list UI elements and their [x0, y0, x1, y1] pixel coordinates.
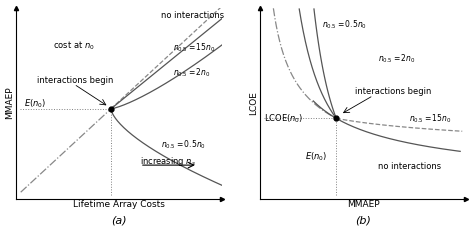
Text: cost at $n_0$: cost at $n_0$ — [53, 40, 95, 52]
Text: increasing $n_s$: increasing $n_s$ — [140, 155, 196, 168]
Text: interactions begin: interactions begin — [355, 87, 431, 96]
Text: $n_{0.5} = 0.5n_0$: $n_{0.5} = 0.5n_0$ — [322, 19, 367, 31]
X-axis label: Lifetime Array Costs: Lifetime Array Costs — [73, 200, 165, 209]
Text: interactions begin: interactions begin — [36, 76, 113, 85]
Y-axis label: LCOE: LCOE — [249, 91, 258, 115]
Text: no interactions: no interactions — [161, 11, 224, 20]
Text: $n_{0.5} = 2n_0$: $n_{0.5} = 2n_0$ — [173, 66, 210, 79]
Text: $n_{0.5} = 15n_0$: $n_{0.5} = 15n_0$ — [173, 41, 216, 54]
Text: (b): (b) — [355, 215, 371, 225]
Text: $n_{0.5} = 15n_0$: $n_{0.5} = 15n_0$ — [409, 112, 451, 125]
Text: $n_{0.5} = 2n_0$: $n_{0.5} = 2n_0$ — [378, 53, 415, 65]
Text: $n_{0.5} = 0.5n_0$: $n_{0.5} = 0.5n_0$ — [161, 139, 206, 151]
X-axis label: MMAEP: MMAEP — [347, 200, 379, 209]
Text: no interactions: no interactions — [378, 162, 441, 171]
Text: LCOE$(n_0)$: LCOE$(n_0)$ — [264, 112, 303, 125]
Text: $E(n_0)$: $E(n_0)$ — [305, 150, 328, 163]
Text: $E(n_0)$: $E(n_0)$ — [24, 98, 46, 110]
Y-axis label: MMAEP: MMAEP — [6, 87, 15, 119]
Text: (a): (a) — [111, 215, 127, 225]
